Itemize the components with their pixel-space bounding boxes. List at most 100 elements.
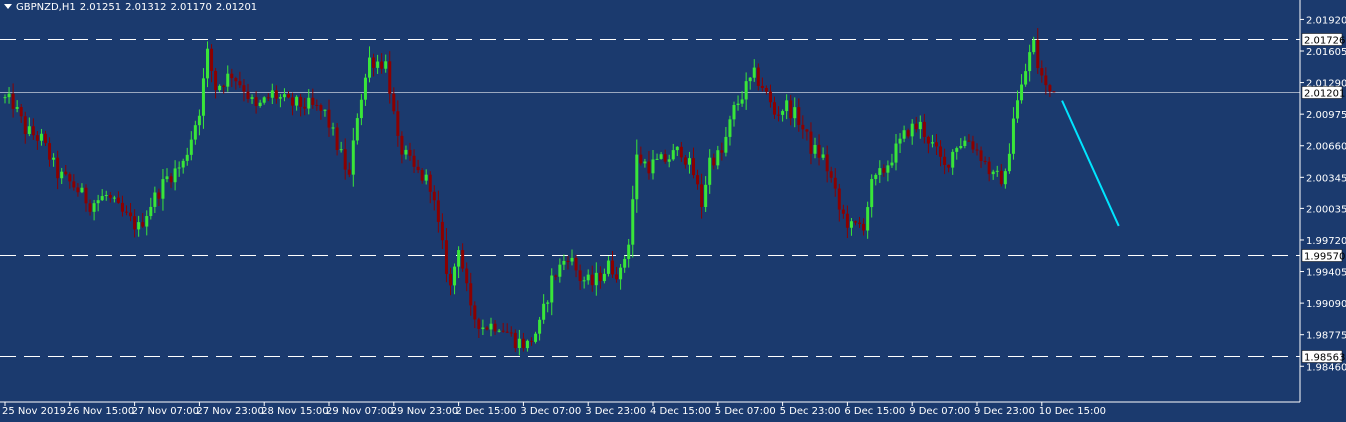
candle-body <box>882 168 886 173</box>
y-tick-label: 2.01290 <box>1306 79 1346 90</box>
candle-body <box>262 97 266 103</box>
level-price-label: 2.01726 <box>1304 36 1345 47</box>
y-tick-label: 1.99090 <box>1306 299 1346 310</box>
close-value: 2.01201 <box>215 2 258 13</box>
x-tick-label: 26 Nov 15:00 <box>67 406 134 417</box>
candle-body <box>898 138 902 144</box>
candle-body <box>189 139 193 155</box>
candle-body <box>692 158 695 176</box>
level-price-tag <box>1301 33 1343 46</box>
candle-body <box>457 250 461 267</box>
candle-body <box>201 78 205 116</box>
candle-body <box>27 126 31 134</box>
candle-body <box>720 150 724 153</box>
candle-body <box>3 97 7 99</box>
candle-body <box>902 130 906 139</box>
candle-body <box>542 303 546 320</box>
candle-body <box>359 99 363 119</box>
candle-body <box>1003 171 1007 185</box>
candle-body <box>789 100 793 119</box>
candle-body <box>538 319 542 334</box>
candle-body <box>696 175 700 185</box>
candle-body <box>501 330 505 332</box>
candle-body <box>590 274 594 286</box>
candle-body <box>80 187 84 193</box>
trend-line[interactable] <box>1061 100 1120 227</box>
candle-body <box>777 114 781 116</box>
candle-body <box>1048 85 1052 92</box>
candle-body <box>1020 84 1024 101</box>
candle-body <box>23 116 27 134</box>
candle-body <box>84 187 88 204</box>
candle-body <box>31 126 35 136</box>
candle-body <box>979 150 983 161</box>
candle-body <box>7 93 11 98</box>
x-tick-label: 29 Nov 23:00 <box>391 406 458 417</box>
candle-body <box>534 333 538 342</box>
chart-menu-arrow-icon[interactable] <box>4 4 12 9</box>
candle-body <box>96 200 100 204</box>
candle-body <box>704 184 708 207</box>
candle-body <box>1016 100 1019 119</box>
candle-body <box>335 127 339 151</box>
y-tick-label: 2.01920 <box>1306 15 1346 26</box>
candle-body <box>655 158 659 160</box>
candle-body <box>453 266 457 286</box>
candle-body <box>1011 118 1015 154</box>
candle-body <box>683 157 687 165</box>
candle-body <box>995 170 999 172</box>
candle-body <box>922 121 926 137</box>
candle-body <box>744 81 748 100</box>
low-value: 2.01170 <box>170 2 212 13</box>
candle-body <box>991 171 995 175</box>
y-tick-label: 2.01605 <box>1306 47 1346 58</box>
candle-body <box>821 154 825 158</box>
candle-body <box>663 154 667 162</box>
candle-body <box>870 179 874 208</box>
candle-body <box>659 154 663 159</box>
candle-body <box>841 209 845 214</box>
candle-body <box>1040 68 1044 76</box>
candle-body <box>477 319 481 329</box>
candle-body <box>416 166 420 171</box>
candle-body <box>165 176 169 180</box>
candle-body <box>432 191 436 201</box>
candle-body <box>481 327 485 329</box>
candle-body <box>68 174 72 182</box>
candle-body <box>878 168 882 175</box>
candle-body <box>594 272 598 286</box>
candle-body <box>412 155 416 167</box>
candle-body <box>388 61 392 94</box>
candle-body <box>623 258 627 268</box>
y-tick-label: 2.00975 <box>1306 110 1346 121</box>
candle-body <box>137 222 141 230</box>
candle-body <box>619 267 623 280</box>
candle-body <box>671 150 675 160</box>
candle-body <box>392 93 396 112</box>
candle-body <box>493 323 497 332</box>
level-price-label: 2.01201 <box>1304 89 1345 100</box>
candle-body <box>1007 153 1011 172</box>
candle-body <box>149 206 153 217</box>
candle-body <box>396 111 400 136</box>
candle-body <box>141 222 145 227</box>
candle-body <box>372 57 376 68</box>
x-tick-label: 25 Nov 2019 <box>2 406 66 417</box>
candle-body <box>72 181 76 188</box>
candle-body <box>845 213 849 228</box>
x-tick-label: 3 Dec 23:00 <box>585 406 646 417</box>
candle-body <box>44 133 47 144</box>
candle-body <box>145 216 149 227</box>
candle-body <box>894 143 898 163</box>
candle-body <box>712 157 716 166</box>
level-price-tag <box>1301 249 1343 262</box>
candle-body <box>833 177 837 189</box>
candle-body <box>983 160 987 162</box>
candle-body <box>716 150 720 166</box>
candle-body <box>64 171 68 175</box>
candle-body <box>756 67 760 86</box>
candle-body <box>234 78 238 82</box>
candle-body <box>809 131 813 154</box>
